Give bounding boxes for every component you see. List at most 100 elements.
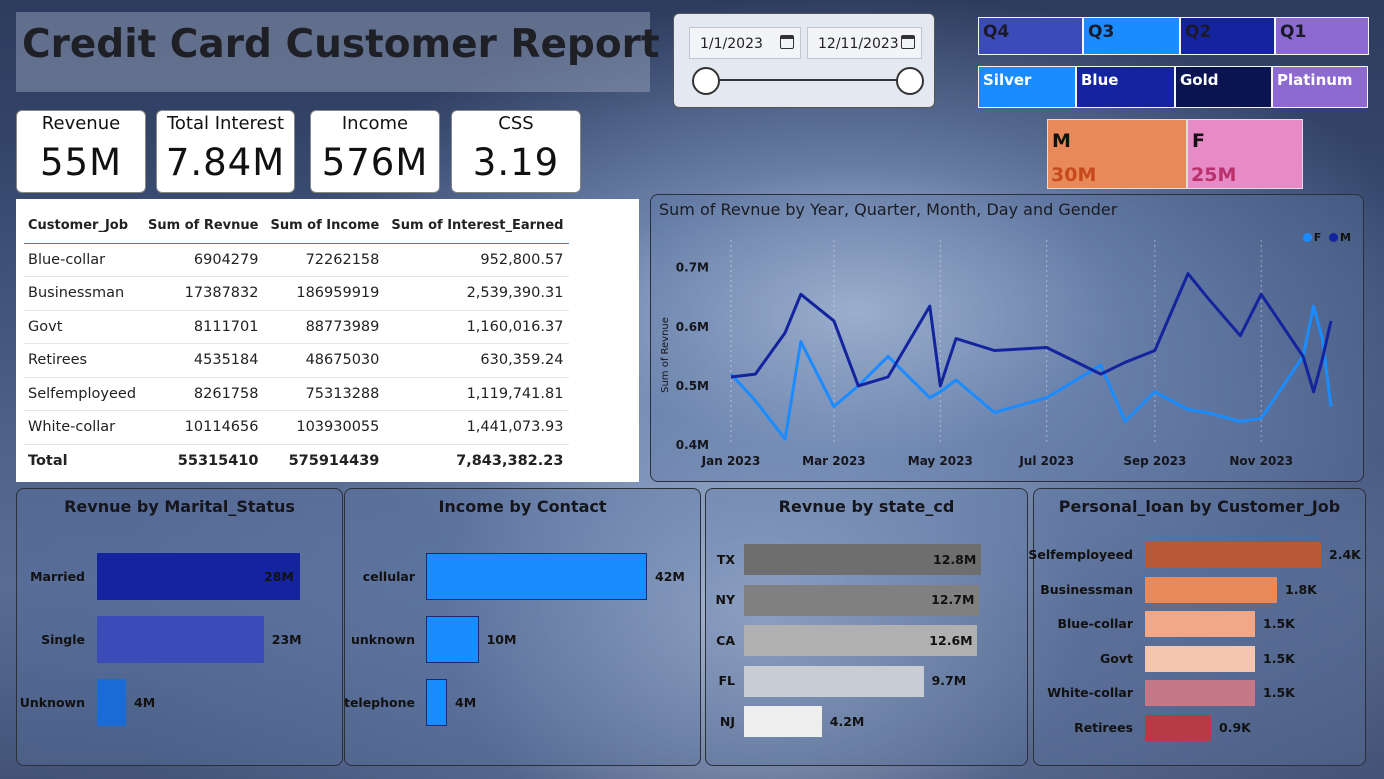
table-cell: Selfemployeed — [24, 377, 143, 411]
quarter-tile-q2[interactable]: Q2 — [1180, 17, 1275, 55]
bar-value-label: 12.6M — [929, 632, 973, 648]
bar[interactable] — [744, 665, 924, 697]
bar-category-label: TX — [716, 551, 735, 567]
y-tick-label: 0.5M — [676, 379, 709, 393]
bar-category-label: Retirees — [1074, 719, 1133, 735]
series-line-m[interactable] — [730, 272, 1333, 394]
gender-tile-f[interactable]: F 25M — [1187, 119, 1303, 189]
date-slider-track[interactable] — [706, 79, 911, 81]
y-axis-label: Sum of Revnue — [660, 317, 671, 393]
table-cell: 48675030 — [264, 343, 386, 378]
bar[interactable] — [426, 679, 448, 726]
kpi-label: Income — [341, 113, 409, 134]
bar[interactable] — [1145, 680, 1255, 706]
bar-category-label: Businessman — [1040, 581, 1133, 597]
table-cell: 2,539,390.31 — [385, 276, 570, 311]
kpi-card-income: Income 576M — [310, 110, 440, 193]
end-date-input[interactable]: 12/11/2023 — [807, 27, 922, 59]
quarter-tile-q3[interactable]: Q3 — [1083, 17, 1180, 55]
legend-dot-f — [1302, 233, 1312, 242]
bar[interactable] — [744, 544, 981, 575]
bar[interactable] — [1145, 645, 1255, 672]
bar[interactable] — [426, 553, 647, 600]
column-header[interactable]: Sum of Income — [264, 209, 386, 244]
card-category-platinum[interactable]: Platinum — [1272, 66, 1368, 108]
kpi-value: 3.19 — [472, 141, 560, 184]
start-date-input[interactable]: 1/1/2023 — [689, 27, 801, 59]
table-cell: 952,800.57 — [385, 243, 570, 277]
bar[interactable] — [1145, 714, 1211, 741]
gender-tile-m[interactable]: M 30M — [1047, 119, 1187, 189]
bar-chart-title: Revnue by state_cd — [778, 497, 955, 516]
table-cell: Retirees — [24, 343, 143, 378]
bar[interactable] — [1145, 542, 1321, 568]
table-cell: 4535184 — [142, 343, 265, 378]
bar-value-label: 4.2M — [829, 713, 865, 729]
y-tick-label: 0.6M — [676, 320, 709, 334]
kpi-label: Total Interest — [166, 113, 285, 134]
bar-value-label: 12.7M — [931, 592, 975, 607]
quarter-tile-q4[interactable]: Q4 — [978, 17, 1083, 55]
date-slider-start-handle[interactable] — [692, 67, 720, 95]
title-banner: Credit Card Customer Report — [16, 12, 659, 92]
bar-category-label: cellular — [362, 568, 415, 584]
table-header-row: Customer_Job Sum of Revnue Sum of Income Su… — [24, 209, 570, 244]
bar-value-label: 23M — [271, 631, 302, 647]
bar-category-label: White-collar — [1047, 685, 1133, 700]
kpi-value: 576M — [321, 141, 429, 184]
x-tick-label: Jan 2023 — [701, 454, 761, 468]
line-chart-svg[interactable]: Jan 2023 Mar 2023 May 2023 Jul 2023 Sep 2023… — [651, 195, 1365, 483]
column-header[interactable]: Sum of Interest_Earned — [385, 209, 570, 244]
calendar-icon[interactable] — [780, 35, 794, 49]
table-row[interactable]: Govt 8111701 88773989 1,160,016.37 — [24, 310, 570, 344]
bar[interactable] — [744, 706, 822, 737]
legend-label-f: F — [1313, 231, 1322, 244]
bar-category-label: CA — [716, 632, 735, 648]
table-cell: 1,160,016.37 — [385, 310, 570, 344]
table-row[interactable]: Businessman 17387832 186959919 2,539,390.31 — [24, 276, 570, 311]
table-total-row: Total 55315410 575914439 7,843,382.23 — [24, 443, 570, 478]
kpi-card-revenue: Revenue 55M — [16, 110, 146, 193]
kpi-value: 55M — [39, 141, 122, 184]
legend-dot-m — [1329, 233, 1339, 242]
marital-status-bar-panel: Revnue by Marital_Status Married 28M Single… — [16, 488, 343, 766]
bar-value-label: 1.5K — [1263, 685, 1295, 700]
bar[interactable] — [97, 679, 126, 726]
card-category-gold[interactable]: Gold — [1175, 66, 1272, 108]
table-row[interactable]: Selfemployeed 8261758 75313288 1,119,741.81 — [24, 377, 570, 411]
card-category-silver[interactable]: Silver — [978, 66, 1076, 108]
bar[interactable] — [426, 616, 479, 663]
series-line-f[interactable] — [729, 304, 1333, 441]
table-row[interactable]: Retirees 4535184 48675030 630,359.24 — [24, 343, 570, 378]
column-header[interactable]: Customer_Job — [24, 209, 143, 244]
bar[interactable] — [744, 625, 978, 656]
bar-chart-title: Personal_loan by Customer_Job — [1058, 497, 1341, 516]
contact-income-bar-panel: Income by Contact cellular 42M unknown 10M te… — [344, 488, 701, 766]
page-title: Credit Card Customer Report — [22, 22, 660, 67]
bar-category-label: Selfemployeed — [1028, 547, 1133, 562]
calendar-icon[interactable] — [901, 35, 915, 49]
table-cell: 186959919 — [264, 276, 386, 311]
bar-category-label: Govt — [1100, 650, 1133, 666]
date-range-slicer: 1/1/2023 12/11/2023 — [673, 13, 935, 108]
bar-value-label: 1.5K — [1263, 616, 1295, 631]
gender-revenue-value: 25M — [1191, 164, 1237, 186]
bar-value-label: 4M — [134, 694, 156, 710]
quarter-tile-q1[interactable]: Q1 — [1275, 17, 1369, 55]
card-category-blue[interactable]: Blue — [1076, 66, 1175, 108]
bar[interactable] — [1145, 576, 1277, 603]
bar[interactable] — [744, 584, 980, 616]
table-row[interactable]: White-collar 10114656 103930055 1,441,073.9… — [24, 410, 570, 445]
gender-label: M — [1052, 130, 1071, 152]
bar[interactable] — [1145, 611, 1255, 637]
bar[interactable] — [97, 553, 300, 600]
legend-label-m: M — [1340, 231, 1351, 244]
date-slider-end-handle[interactable] — [896, 67, 924, 95]
column-header[interactable]: Sum of Revnue — [142, 209, 265, 244]
end-date-value: 12/11/2023 — [818, 36, 899, 52]
bar[interactable] — [97, 616, 264, 663]
table-row[interactable]: Blue-collar 6904279 72262158 952,800.57 — [24, 243, 570, 277]
line-chart-legend: F M — [1302, 231, 1351, 244]
bar-category-label: NJ — [719, 713, 735, 729]
kpi-label: CSS — [498, 113, 534, 134]
